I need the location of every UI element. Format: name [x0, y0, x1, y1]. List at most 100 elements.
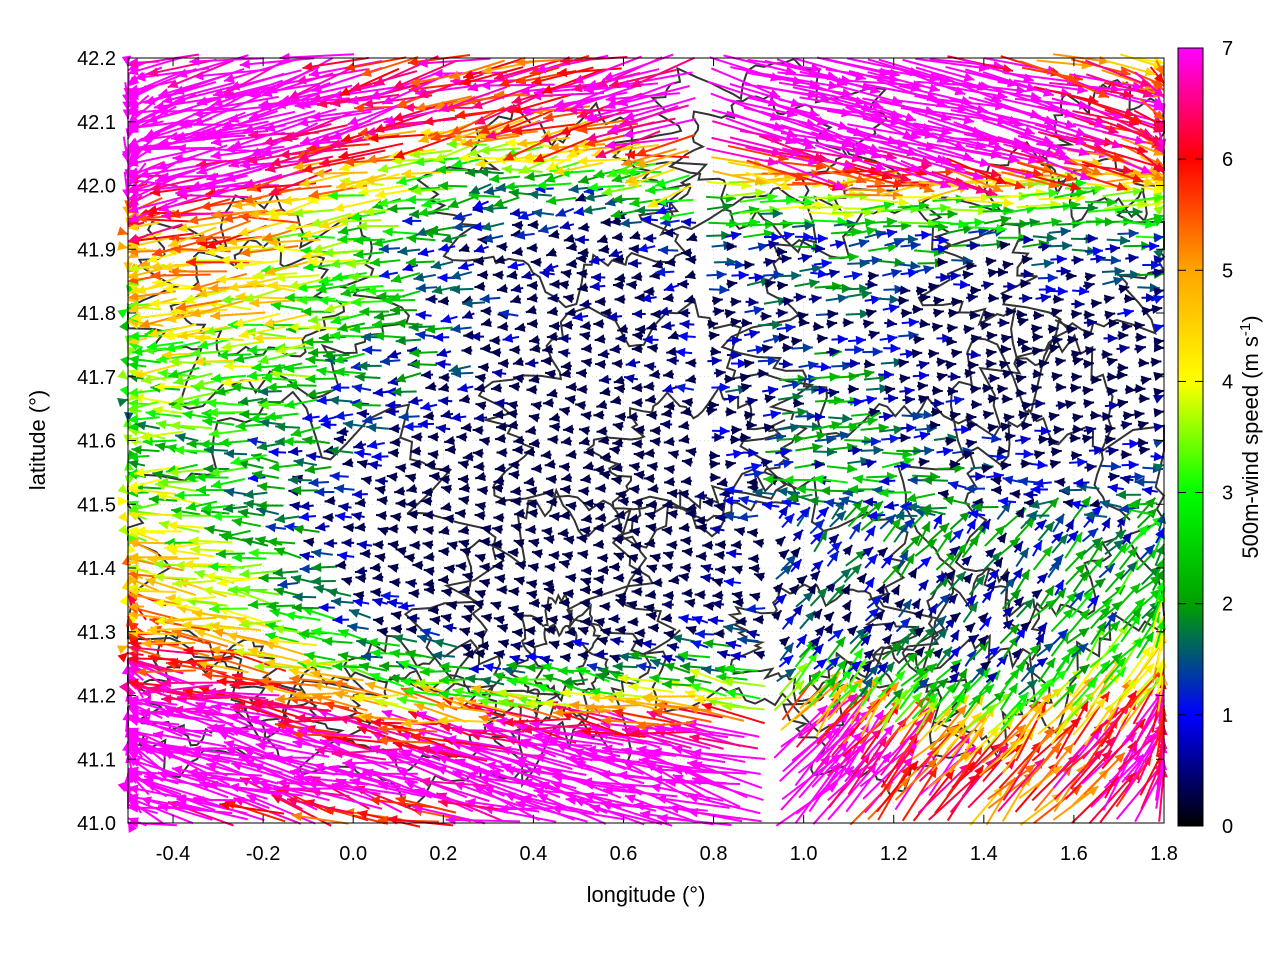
wind-vector — [597, 732, 672, 747]
wind-arrowhead — [593, 464, 604, 475]
wind-arrowhead — [452, 687, 464, 697]
wind-arrowhead — [549, 422, 560, 432]
wind-arrowhead — [918, 678, 929, 689]
wind-arrowhead — [161, 678, 171, 688]
wind-arrowhead — [323, 538, 334, 549]
wind-arrowhead — [601, 799, 612, 810]
wind-arrowhead — [434, 701, 446, 711]
wind-arrowhead — [310, 322, 321, 333]
wind-arrowhead — [496, 585, 507, 595]
wind-arrowhead — [632, 638, 644, 648]
wind-arrowhead — [441, 484, 452, 494]
wind-arrowhead — [462, 451, 474, 462]
wind-vector — [551, 806, 625, 821]
wind-arrowhead — [901, 599, 912, 611]
wind-arrowhead — [562, 612, 573, 623]
wind-arrowhead — [316, 366, 327, 377]
wind-arrowhead — [458, 539, 470, 549]
wind-arrowhead — [478, 640, 489, 651]
wind-arrowhead — [701, 665, 712, 675]
wind-arrowhead — [472, 448, 483, 459]
wind-arrowhead — [396, 695, 408, 705]
wind-arrowhead — [1083, 398, 1095, 409]
wind-arrowhead — [1118, 330, 1129, 341]
wind-arrowhead — [911, 348, 923, 359]
wind-arrowhead — [633, 800, 644, 811]
wind-arrowhead — [1055, 357, 1066, 367]
wind-arrowhead — [778, 636, 790, 648]
wind-arrowhead — [420, 627, 432, 638]
wind-arrowhead — [521, 794, 533, 804]
wind-arrowhead — [1016, 388, 1027, 398]
wind-arrowhead — [415, 310, 426, 321]
wind-arrowhead — [239, 568, 250, 579]
wind-arrowhead — [725, 688, 737, 699]
wind-arrowhead — [420, 776, 431, 787]
wind-arrowhead — [710, 472, 721, 483]
wind-arrowhead — [334, 410, 345, 421]
wind-arrowhead — [1070, 785, 1082, 796]
wind-vector — [655, 796, 730, 809]
wind-arrowhead — [887, 393, 899, 404]
wind-arrowhead — [479, 436, 490, 447]
wind-arrowhead — [1070, 383, 1081, 393]
wind-arrowhead — [727, 394, 739, 404]
wind-arrowhead — [672, 774, 684, 784]
wind-arrowhead — [406, 483, 418, 494]
wind-vector — [255, 743, 330, 758]
wind-arrowhead — [846, 625, 858, 637]
wind-arrowhead — [748, 553, 759, 564]
wind-arrowhead — [1077, 643, 1089, 654]
wind-arrowhead — [597, 636, 608, 646]
wind-arrowhead — [815, 459, 826, 470]
wind-arrowhead — [681, 457, 693, 468]
wind-arrowhead — [816, 659, 827, 669]
wind-arrowhead — [979, 668, 990, 679]
wind-arrowhead — [149, 616, 160, 626]
wind-arrowhead — [671, 634, 683, 644]
wind-arrowhead — [956, 726, 967, 738]
wind-arrowhead — [128, 601, 138, 612]
wind-arrowhead — [597, 565, 609, 575]
wind-arrowhead — [480, 676, 492, 686]
wind-arrowhead — [372, 387, 384, 398]
wind-arrowhead — [438, 396, 449, 406]
wind-arrowhead — [510, 641, 522, 652]
wind-vector — [780, 755, 831, 811]
wind-arrowhead — [842, 545, 853, 556]
wind-arrowhead — [1107, 483, 1119, 493]
wind-arrowhead — [707, 615, 719, 626]
wind-arrowhead — [530, 401, 542, 411]
wind-arrowhead — [1070, 705, 1081, 716]
wind-arrowhead — [884, 500, 895, 511]
wind-arrowhead — [863, 649, 874, 660]
wind-arrowhead — [358, 662, 370, 672]
wind-arrowhead — [529, 343, 541, 354]
wind-arrowhead — [560, 688, 571, 698]
wind-arrowhead — [1139, 393, 1150, 404]
wind-vector — [612, 709, 675, 724]
wind-vector — [321, 735, 388, 744]
wind-arrowhead — [823, 623, 833, 635]
wind-vector — [532, 734, 607, 747]
wind-arrowhead — [649, 553, 661, 563]
wind-arrowhead — [1015, 374, 1027, 384]
wind-arrowhead — [739, 373, 751, 383]
wind-arrowhead — [541, 603, 553, 613]
wind-arrowhead — [900, 433, 911, 443]
wind-arrowhead — [444, 564, 455, 574]
wind-vector — [638, 758, 713, 773]
wind-arrowhead — [1136, 332, 1147, 343]
wind-vector — [798, 740, 849, 799]
wind-arrowhead — [328, 395, 340, 406]
wind-arrowhead — [251, 362, 262, 373]
wind-arrowhead — [377, 735, 388, 746]
wind-vector — [174, 749, 249, 763]
wind-arrowhead — [168, 657, 179, 668]
wind-arrowhead — [136, 667, 147, 677]
wind-arrowhead — [146, 625, 158, 635]
wind-arrowhead — [287, 796, 298, 806]
wind-arrowhead — [753, 538, 764, 549]
wind-arrowhead — [439, 661, 450, 672]
wind-arrowhead — [997, 496, 1009, 507]
